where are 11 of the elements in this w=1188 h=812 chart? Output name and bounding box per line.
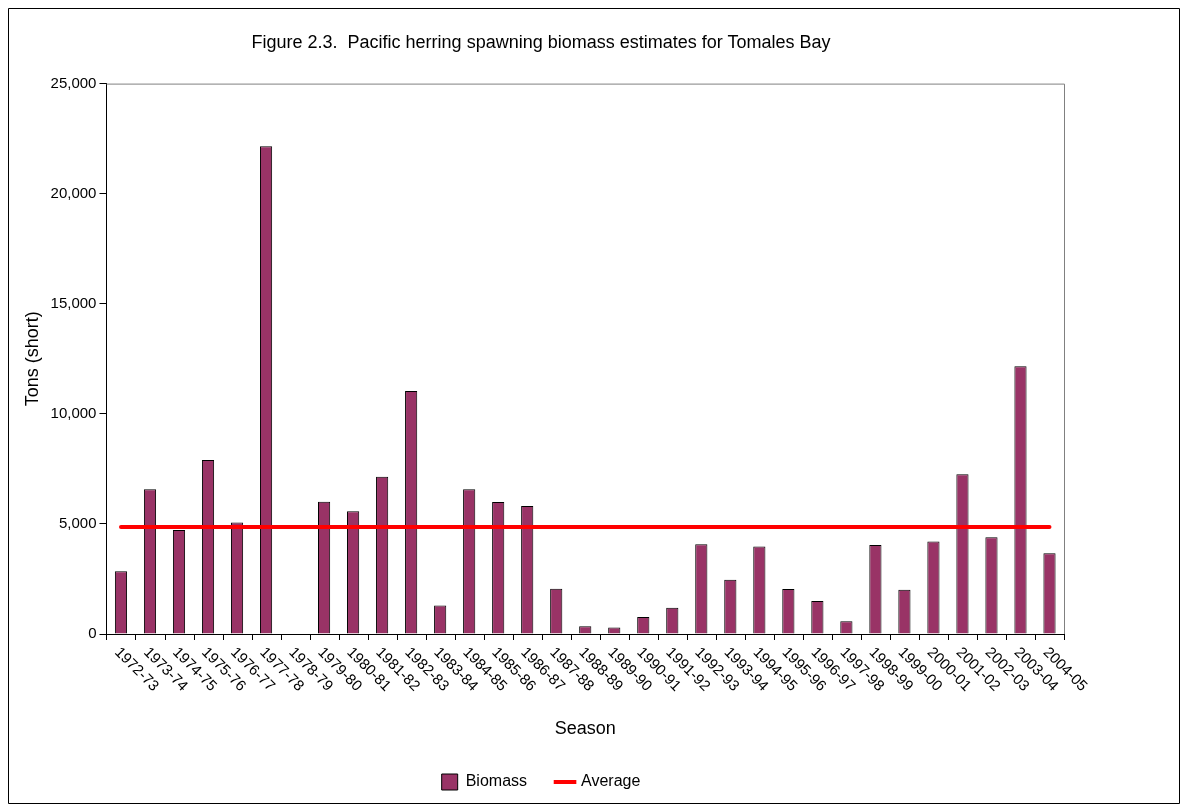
y-tick-label: 0 bbox=[88, 624, 97, 642]
y-tick-label: 10,000 bbox=[50, 403, 97, 421]
y-tick-label: 25,000 bbox=[50, 73, 97, 91]
y-tick-label: 20,000 bbox=[50, 183, 97, 201]
chart-title: Figure 2.3. Pacific herring spawning biomass estimates for Tomales Bay bbox=[251, 31, 831, 52]
y-tick-label: 15,000 bbox=[50, 293, 97, 311]
y-tick-label: 5,000 bbox=[58, 514, 97, 532]
y-axis-title: Tons (short) bbox=[21, 311, 42, 407]
legend-label: Biomass bbox=[465, 772, 528, 790]
legend-label: Average bbox=[581, 772, 641, 790]
x-axis-title: Season bbox=[554, 717, 616, 738]
